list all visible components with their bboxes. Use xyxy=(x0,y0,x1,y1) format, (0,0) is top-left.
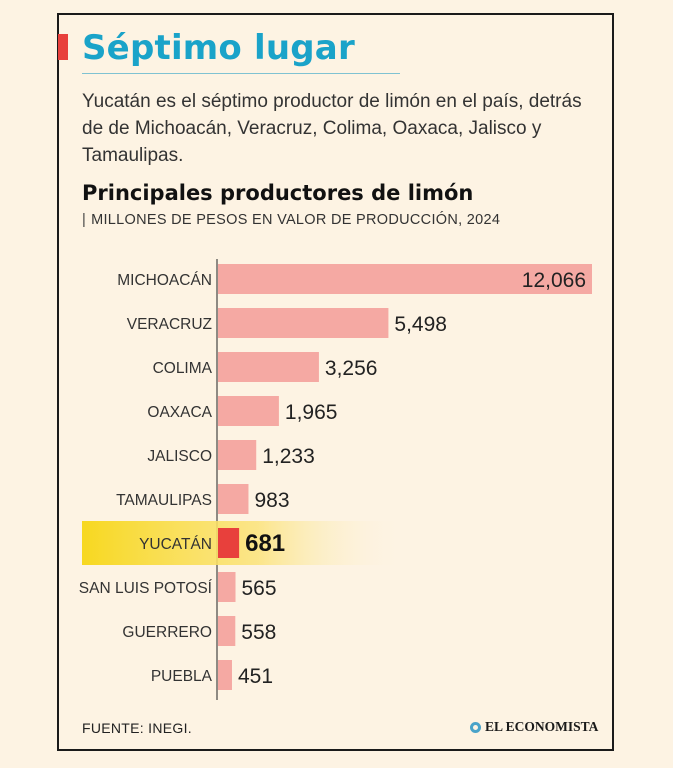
category-label: VERACRUZ xyxy=(127,316,212,333)
bar-7 xyxy=(218,572,236,602)
value-label: 681 xyxy=(245,530,285,557)
category-label: OAXACA xyxy=(147,404,212,421)
bar-8 xyxy=(218,616,236,646)
value-label: 12,066 xyxy=(522,269,586,292)
infographic-card xyxy=(57,13,614,751)
category-label: MICHOACÁN xyxy=(117,272,212,289)
brand-name: EL ECONOMISTA xyxy=(485,719,599,734)
bar-1 xyxy=(218,308,389,338)
bar-9 xyxy=(218,660,232,690)
subtitle-separator: | xyxy=(82,212,87,228)
chart-title: Principales productores de limón xyxy=(82,181,474,205)
highlight-band xyxy=(82,521,402,565)
bar-6 xyxy=(218,528,240,558)
page-title: Séptimo lugar xyxy=(82,28,355,68)
brand-logo: EL ECONOMISTA xyxy=(470,719,598,735)
category-label: PUEBLA xyxy=(151,668,213,685)
bar-5 xyxy=(218,484,249,514)
el-economista-logo-icon xyxy=(470,721,481,733)
intro-text: Yucatán es el séptimo productor de limón… xyxy=(82,91,582,166)
chart-subtitle-row: | MILLONES DE PESOS EN VALOR DE PRODUCCIÓ… xyxy=(82,212,500,228)
value-label: 558 xyxy=(241,621,276,644)
value-label: 1,233 xyxy=(262,445,315,468)
category-label: JALISCO xyxy=(147,448,212,465)
bar-2 xyxy=(218,352,319,382)
value-label: 5,498 xyxy=(394,313,447,336)
chart-subtitle: MILLONES DE PESOS EN VALOR DE PRODUCCIÓN… xyxy=(91,212,501,228)
value-label: 451 xyxy=(238,665,273,688)
value-label: 565 xyxy=(242,577,277,600)
bar-3 xyxy=(218,396,279,426)
value-label: 1,965 xyxy=(285,401,338,424)
title-accent-bar xyxy=(58,34,68,60)
title-underline xyxy=(82,73,400,74)
value-label: 983 xyxy=(254,489,289,512)
bar-0 xyxy=(218,264,592,294)
source-note: FUENTE: INEGI. xyxy=(82,720,192,736)
category-label: GUERRERO xyxy=(122,624,212,641)
category-label: COLIMA xyxy=(153,360,213,377)
bar-4 xyxy=(218,440,257,470)
category-label: TAMAULIPAS xyxy=(116,492,212,509)
category-label: YUCATÁN xyxy=(139,536,212,553)
category-label: SAN LUIS POTOSÍ xyxy=(79,580,213,597)
value-label: 3,256 xyxy=(325,357,378,380)
